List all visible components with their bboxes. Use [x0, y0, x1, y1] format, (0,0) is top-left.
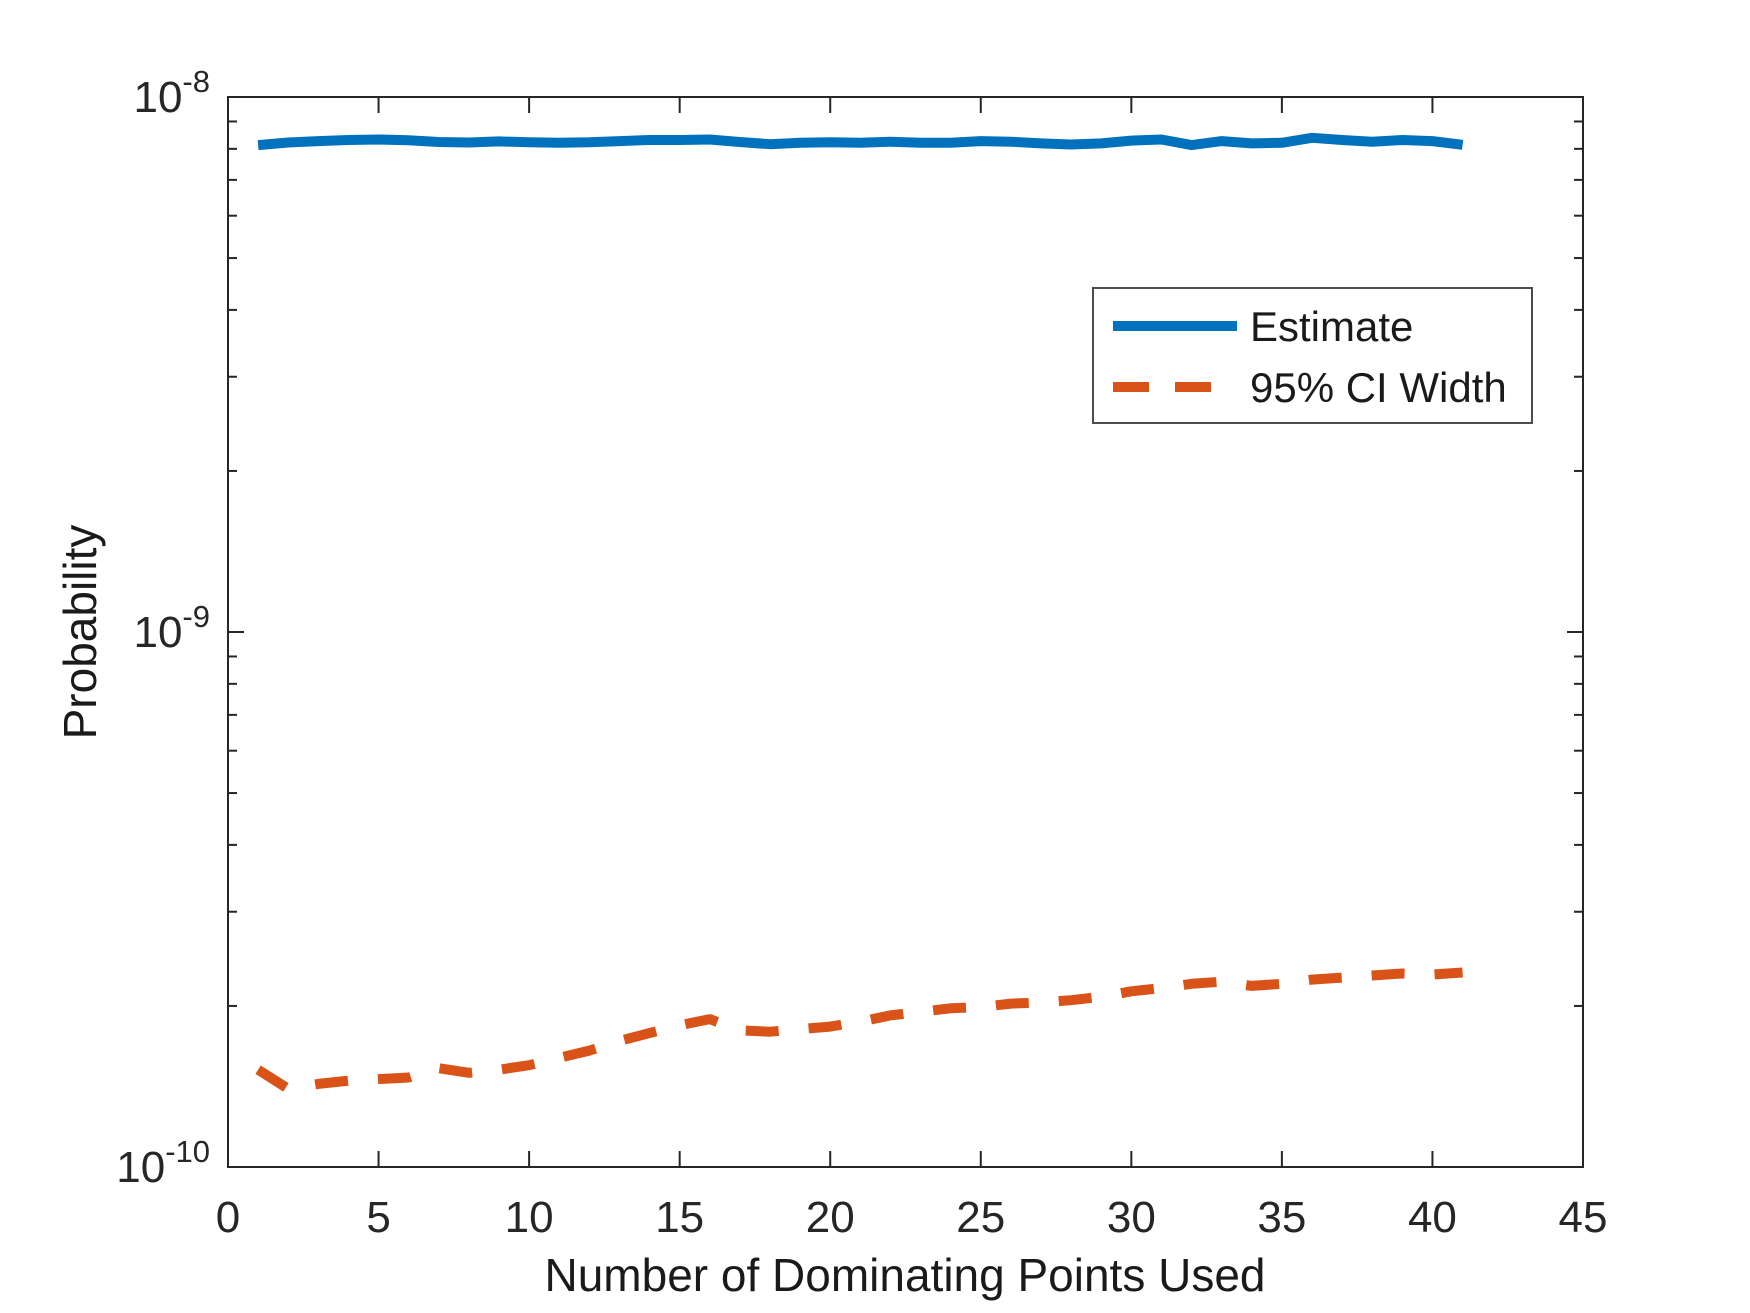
x-tick-label: 5 [366, 1193, 390, 1242]
series-line-estimate [257, 132, 1464, 151]
x-tick-label: 15 [655, 1193, 704, 1242]
legend-box [1092, 287, 1533, 424]
x-tick-label: 10 [505, 1193, 554, 1242]
y-tick-label: 10-8 [133, 64, 210, 122]
y-axis-label: Probability [54, 524, 106, 740]
x-tick-label: 25 [956, 1193, 1005, 1242]
legend-label: 95% CI Width [1250, 364, 1507, 411]
legend: Estimate 95% CI Width [1092, 287, 1533, 424]
x-tick-label: 40 [1408, 1193, 1457, 1242]
y-tick-label: 10-10 [116, 1134, 210, 1192]
x-tick-label: 35 [1257, 1193, 1306, 1242]
series-line-95-ci-width [255, 967, 1463, 1094]
x-axis-label: Number of Dominating Points Used [544, 1249, 1266, 1301]
y-tick-label: 10-9 [133, 599, 210, 657]
legend-label: Estimate [1250, 303, 1413, 350]
plot-box [227, 96, 1584, 1168]
x-tick-label: 45 [1559, 1193, 1608, 1242]
x-tick-label: 30 [1107, 1193, 1156, 1242]
x-tick-label: 20 [806, 1193, 855, 1242]
x-tick-label: 0 [216, 1193, 240, 1242]
